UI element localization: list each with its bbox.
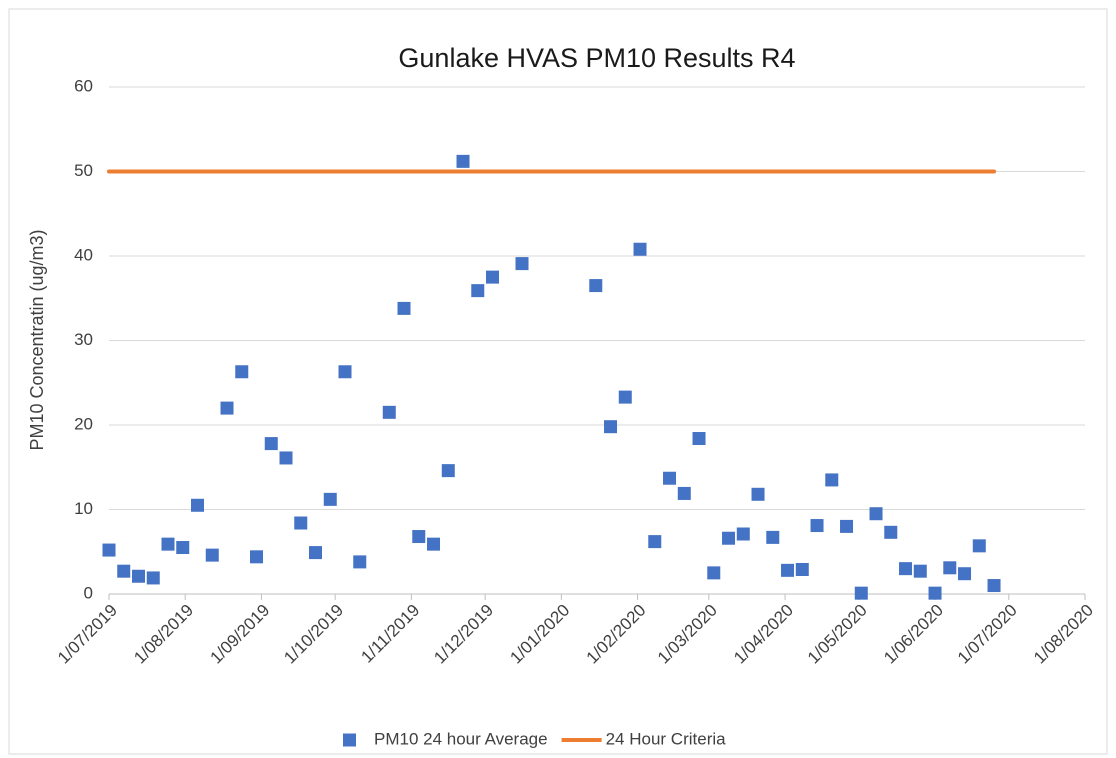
data-point [899, 562, 913, 576]
data-point [972, 539, 986, 553]
data-point [648, 535, 662, 549]
data-point [928, 586, 942, 600]
chart-title: Gunlake HVAS PM10 Results R4 [398, 43, 795, 73]
data-point [589, 279, 603, 293]
data-point [884, 525, 898, 539]
data-point [663, 471, 677, 485]
y-tick-label: 10 [74, 499, 93, 518]
data-point [618, 390, 632, 404]
y-tick-label: 0 [84, 583, 93, 602]
data-point [692, 432, 706, 446]
data-point [751, 487, 765, 501]
data-point [353, 555, 367, 569]
data-point [456, 154, 470, 168]
chart-frame [8, 8, 1108, 755]
data-point [854, 586, 868, 600]
data-point [397, 301, 411, 315]
y-tick-label: 30 [74, 330, 93, 349]
data-point [943, 561, 957, 575]
data-point [795, 562, 809, 576]
data-point [471, 284, 485, 298]
data-point [323, 492, 337, 506]
data-point [220, 401, 234, 415]
data-point [825, 473, 839, 487]
data-point [441, 464, 455, 478]
y-tick-label: 20 [74, 414, 93, 433]
data-point [338, 365, 352, 379]
data-point [515, 257, 529, 271]
data-point [722, 531, 736, 545]
data-point [279, 451, 293, 465]
data-point [958, 567, 972, 581]
data-point [633, 242, 647, 256]
data-point [161, 537, 175, 551]
data-point [810, 519, 824, 533]
data-point [264, 437, 278, 451]
legend-label: 24 Hour Criteria [606, 729, 727, 748]
data-point [707, 566, 721, 580]
data-point [205, 548, 219, 562]
legend-label: PM10 24 hour Average [374, 729, 548, 748]
data-point [132, 569, 146, 583]
data-point [294, 516, 308, 530]
data-point [117, 564, 131, 578]
data-point [913, 564, 927, 578]
data-point [412, 530, 426, 544]
data-point [604, 420, 618, 434]
data-point [987, 579, 1001, 593]
data-point [677, 486, 691, 500]
data-point [235, 365, 249, 379]
data-point [102, 543, 116, 557]
data-point [486, 270, 500, 284]
y-tick-label: 40 [74, 245, 93, 264]
data-point [427, 537, 441, 551]
data-point [191, 498, 205, 512]
data-point [869, 507, 883, 521]
y-tick-label: 60 [74, 76, 93, 95]
legend-swatch [343, 733, 356, 747]
data-point [840, 519, 854, 533]
data-point [309, 546, 323, 560]
data-point [781, 563, 795, 577]
data-point [382, 405, 396, 419]
data-point [146, 571, 160, 585]
data-point [176, 541, 190, 555]
data-point [250, 550, 264, 564]
y-axis-label: PM10 Concentratin (ug/m3) [27, 229, 47, 450]
y-tick-label: 50 [74, 161, 93, 180]
data-point [736, 527, 750, 541]
data-point [766, 530, 780, 544]
